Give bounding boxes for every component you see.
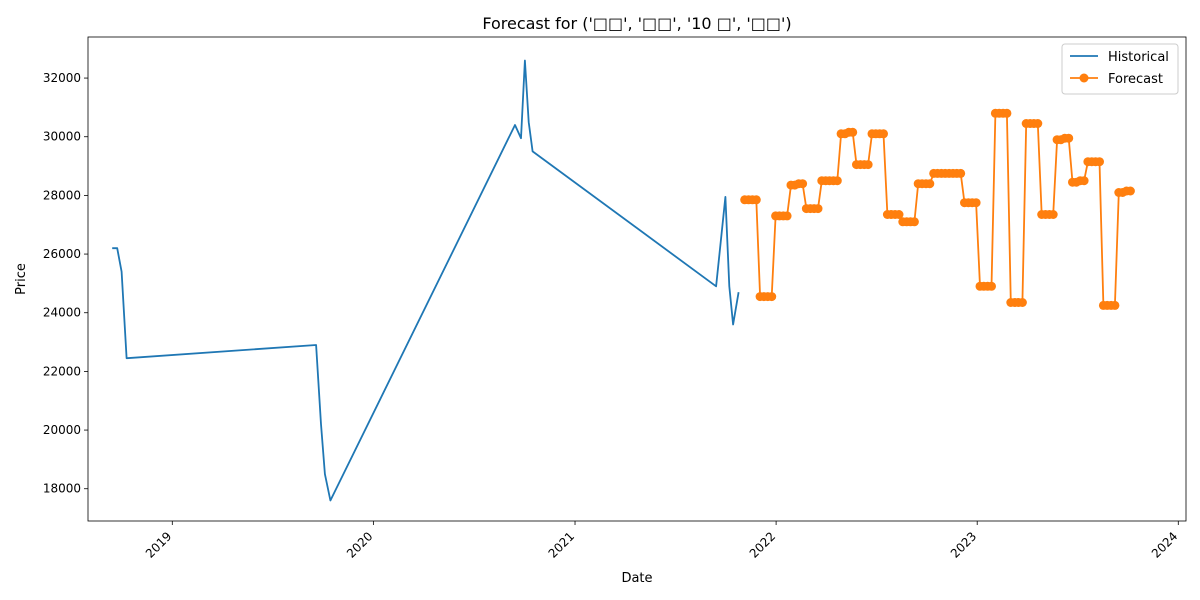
series-forecast-point	[987, 281, 996, 291]
y-tick-label: 28000	[43, 188, 81, 202]
series-forecast-point	[1048, 210, 1058, 219]
y-tick-label: 22000	[43, 364, 81, 378]
series-forecast-point	[813, 204, 823, 214]
chart-title: Forecast for ('□□', '□□', '10 □', '□□')	[482, 14, 791, 33]
series-forecast-point	[1033, 119, 1043, 128]
y-tick-label: 20000	[43, 423, 81, 437]
series-forecast-point	[863, 160, 873, 170]
x-axis-label: Date	[621, 571, 652, 586]
y-tick-label: 18000	[43, 482, 81, 496]
y-tick-label: 32000	[43, 71, 81, 85]
series-forecast-point	[909, 217, 919, 227]
y-axis-ticks: 18000 20000 22000 24000 26000 28000 30000 32000	[43, 71, 88, 496]
y-tick-label: 26000	[43, 247, 81, 261]
series-forecast-point	[767, 292, 777, 302]
series-forecast-point	[879, 129, 888, 139]
series-forecast-point	[894, 210, 904, 219]
series-historical-line	[112, 59, 740, 502]
series-forecast-point	[1110, 300, 1120, 310]
axes-layer	[87, 36, 1187, 522]
plot-area	[88, 37, 1186, 521]
series-forecast-point	[782, 211, 792, 221]
series-forecast-point	[1064, 133, 1074, 143]
legend: Historical Forecast	[1061, 43, 1179, 95]
series-forecast-point	[1002, 108, 1012, 118]
legend-forecast-label: Forecast	[1108, 72, 1163, 87]
plot-background	[88, 37, 1186, 521]
legend-historical-label: Historical	[1108, 50, 1169, 65]
series-forecast-point	[1095, 157, 1104, 167]
series-forecast-point	[798, 179, 808, 189]
series-forecast-point	[1017, 298, 1027, 307]
y-tick-label: 24000	[43, 306, 81, 320]
legend-forecast-marker	[1079, 73, 1089, 83]
plot-frame	[87, 36, 1187, 522]
y-axis-label: Price	[14, 263, 29, 295]
series-forecast-point	[956, 168, 966, 178]
series-forecast-point	[832, 176, 842, 186]
series-forecast-point	[848, 127, 858, 137]
series-forecast-point	[925, 179, 935, 189]
series-forecast-point	[971, 198, 981, 208]
series-layer	[112, 59, 1135, 502]
series-forecast-point	[751, 195, 761, 205]
y-tick-label: 30000	[43, 130, 81, 144]
series-forecast-point	[1079, 176, 1089, 186]
series-forecast-point	[1125, 186, 1135, 196]
